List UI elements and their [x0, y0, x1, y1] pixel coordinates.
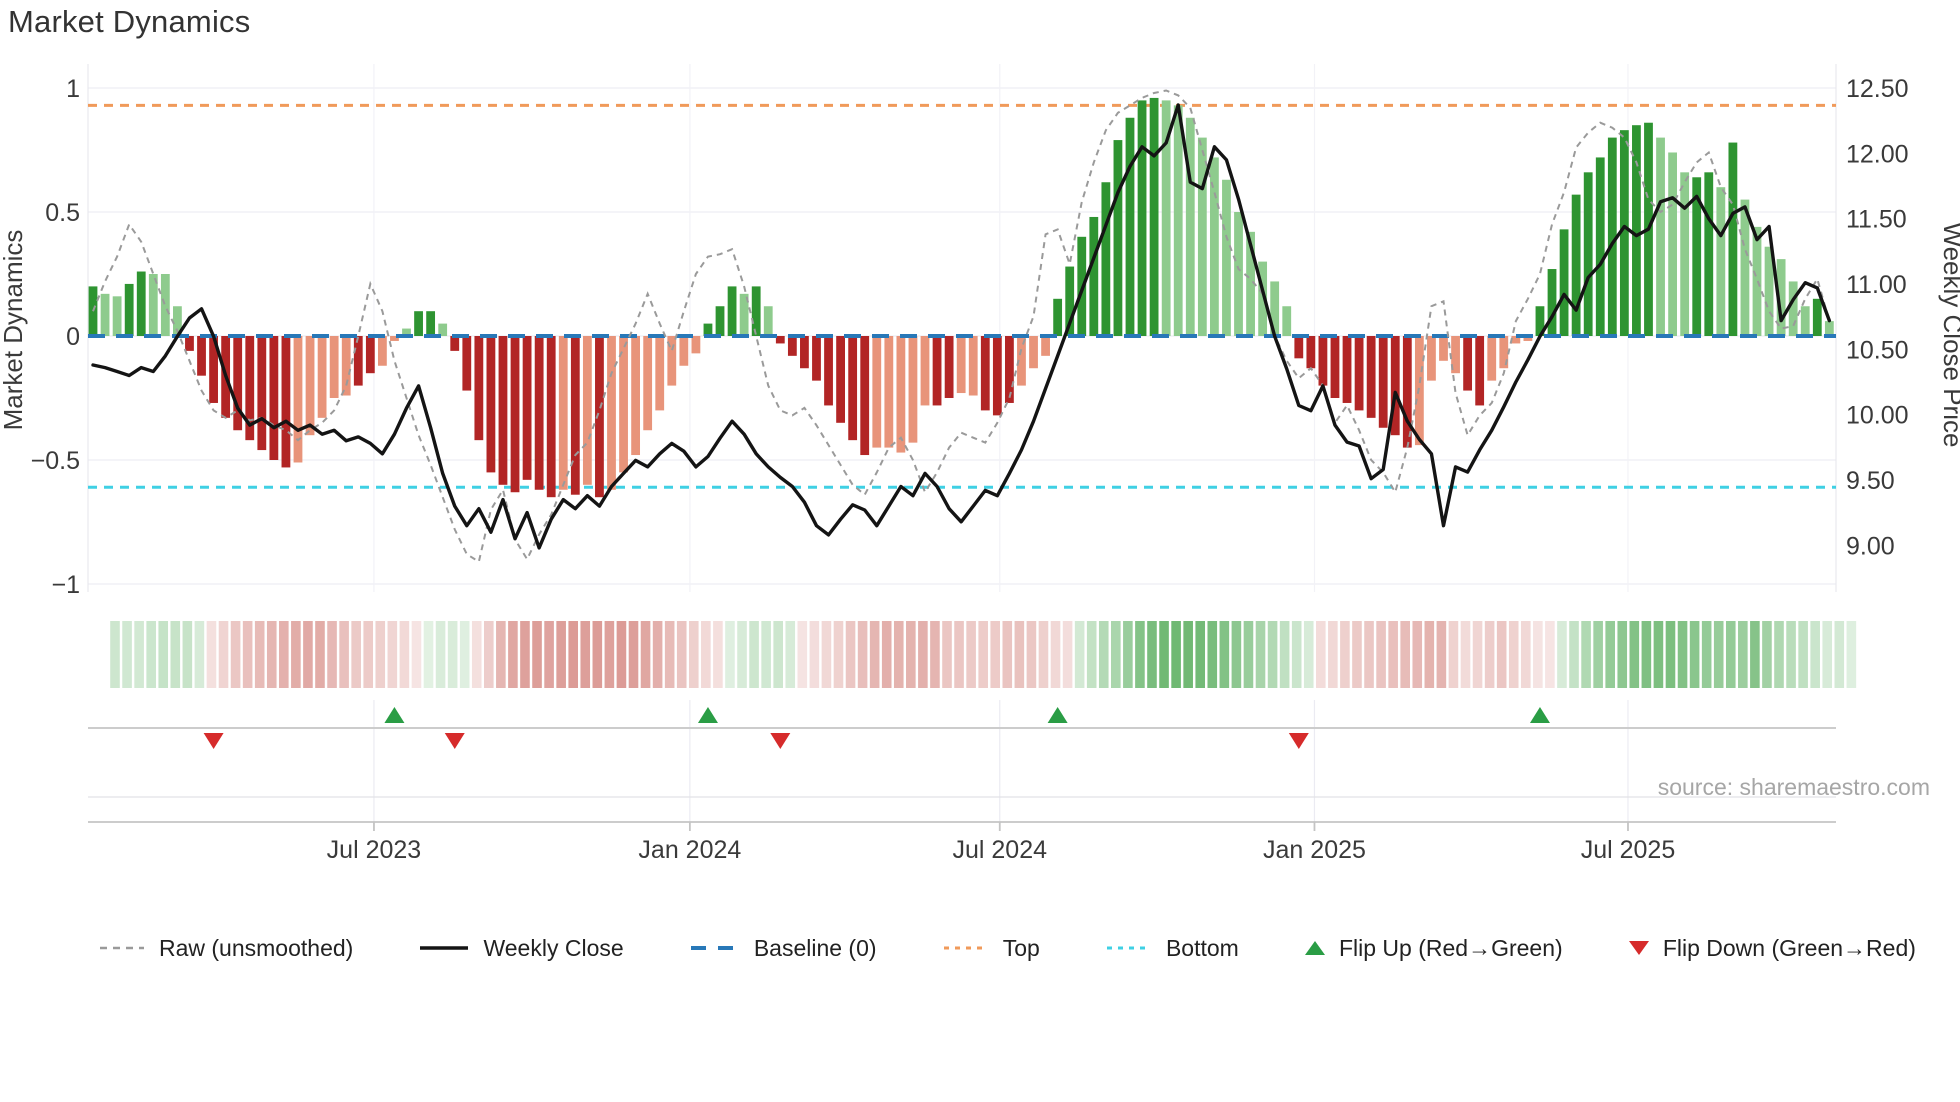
flip-up-marker — [697, 707, 718, 723]
legend-label-flip-up: Flip Up (Red→Green) — [1338, 934, 1563, 961]
flip-down-triangle-icon — [1628, 941, 1649, 955]
reference-lines — [88, 103, 1836, 489]
legend-label-raw: Raw (unsmoothed) — [159, 934, 354, 961]
svg-text:Weekly Close Price: Weekly Close Price — [1938, 223, 1960, 448]
svg-text:9.00: 9.00 — [1846, 532, 1895, 560]
svg-text:11.00: 11.00 — [1846, 271, 1907, 299]
svg-text:12.00: 12.00 — [1846, 140, 1909, 168]
legend-item-raw: Raw (unsmoothed) — [98, 935, 353, 962]
svg-text:10.00: 10.00 — [1846, 402, 1909, 430]
market-dynamics-chart: Jul 2023 Jan 2024 Jul 2024 Jan 2025 Jul 2025… — [0, 64, 1960, 864]
svg-text:12.50: 12.50 — [1846, 75, 1909, 103]
legend-item-weekly-close: Weekly Close — [418, 934, 624, 962]
legend-item-baseline: Baseline (0) — [689, 935, 877, 962]
legend-item-flip-down: Flip Down (Green→Red) — [1628, 935, 1916, 962]
legend-label-top: Top — [1002, 934, 1040, 961]
legend-label-bottom: Bottom — [1165, 934, 1239, 961]
raw-line — [92, 89, 1831, 564]
svg-text:Market Dynamics: Market Dynamics — [0, 230, 28, 431]
flip-up-marker — [1047, 707, 1068, 723]
chart-canvas: Jul 2023 Jan 2024 Jul 2024 Jan 2025 Jul 2025… — [0, 64, 1960, 864]
flip-down-marker — [1288, 733, 1309, 749]
heatmap-strip — [110, 621, 1857, 688]
bottom-dotted-line-icon — [1106, 946, 1151, 950]
y-axis-left: 1 0.5 0 −0.5 −1 Market Dynamics — [0, 75, 80, 599]
svg-text:source: sharemaestro.com: source: sharemaestro.com — [1658, 774, 1930, 800]
svg-text:10.50: 10.50 — [1846, 336, 1909, 364]
flip-down-marker — [444, 733, 465, 749]
svg-text:−0.5: −0.5 — [31, 447, 80, 475]
svg-text:Jul 2023: Jul 2023 — [327, 836, 422, 864]
svg-text:11.50: 11.50 — [1846, 206, 1907, 234]
solid-line-icon — [420, 946, 469, 950]
top-dotted-line-icon — [943, 946, 988, 950]
x-axis: Jul 2023 Jan 2024 Jul 2024 Jan 2025 Jul 2025 — [88, 796, 1836, 864]
baseline-dashed-line-icon — [690, 946, 739, 950]
svg-text:0: 0 — [66, 323, 80, 351]
legend-label-baseline: Baseline (0) — [753, 934, 877, 961]
legend: Raw (unsmoothed) Weekly Close Baseline (… — [98, 926, 1916, 970]
flip-up-marker — [1529, 707, 1550, 723]
gridlines — [87, 64, 1837, 822]
flip-up-triangle-icon — [1304, 941, 1325, 955]
y-axis-right: 12.50 12.00 11.50 11.00 10.50 10.00 9.50 9.00 We… — [1846, 75, 1960, 560]
legend-item-top: Top — [942, 935, 1040, 962]
svg-text:Jul 2025: Jul 2025 — [1581, 836, 1676, 864]
legend-item-flip-up: Flip Up (Red→Green) — [1304, 935, 1563, 962]
legend-label-weekly-close: Weekly Close — [483, 934, 624, 961]
flip-markers — [88, 707, 1836, 749]
bars-layer — [88, 97, 1834, 498]
flip-down-marker — [203, 733, 224, 749]
raw-dashed-line-icon — [100, 946, 144, 950]
legend-item-bottom: Bottom — [1105, 935, 1239, 962]
page-title: Market Dynamics — [8, 4, 251, 39]
svg-text:Jan 2024: Jan 2024 — [638, 836, 741, 864]
svg-text:Jan 2025: Jan 2025 — [1263, 836, 1366, 864]
svg-text:9.50: 9.50 — [1846, 467, 1895, 495]
svg-text:Jul 2024: Jul 2024 — [952, 836, 1047, 864]
svg-text:−1: −1 — [51, 571, 80, 599]
price-line — [91, 103, 1832, 550]
svg-text:0.5: 0.5 — [45, 199, 80, 227]
svg-text:1: 1 — [66, 75, 80, 103]
flip-down-marker — [770, 733, 791, 749]
legend-label-flip-down: Flip Down (Green→Red) — [1662, 934, 1916, 961]
flip-up-marker — [384, 707, 405, 723]
source-note: source: sharemaestro.com — [1658, 774, 1930, 800]
